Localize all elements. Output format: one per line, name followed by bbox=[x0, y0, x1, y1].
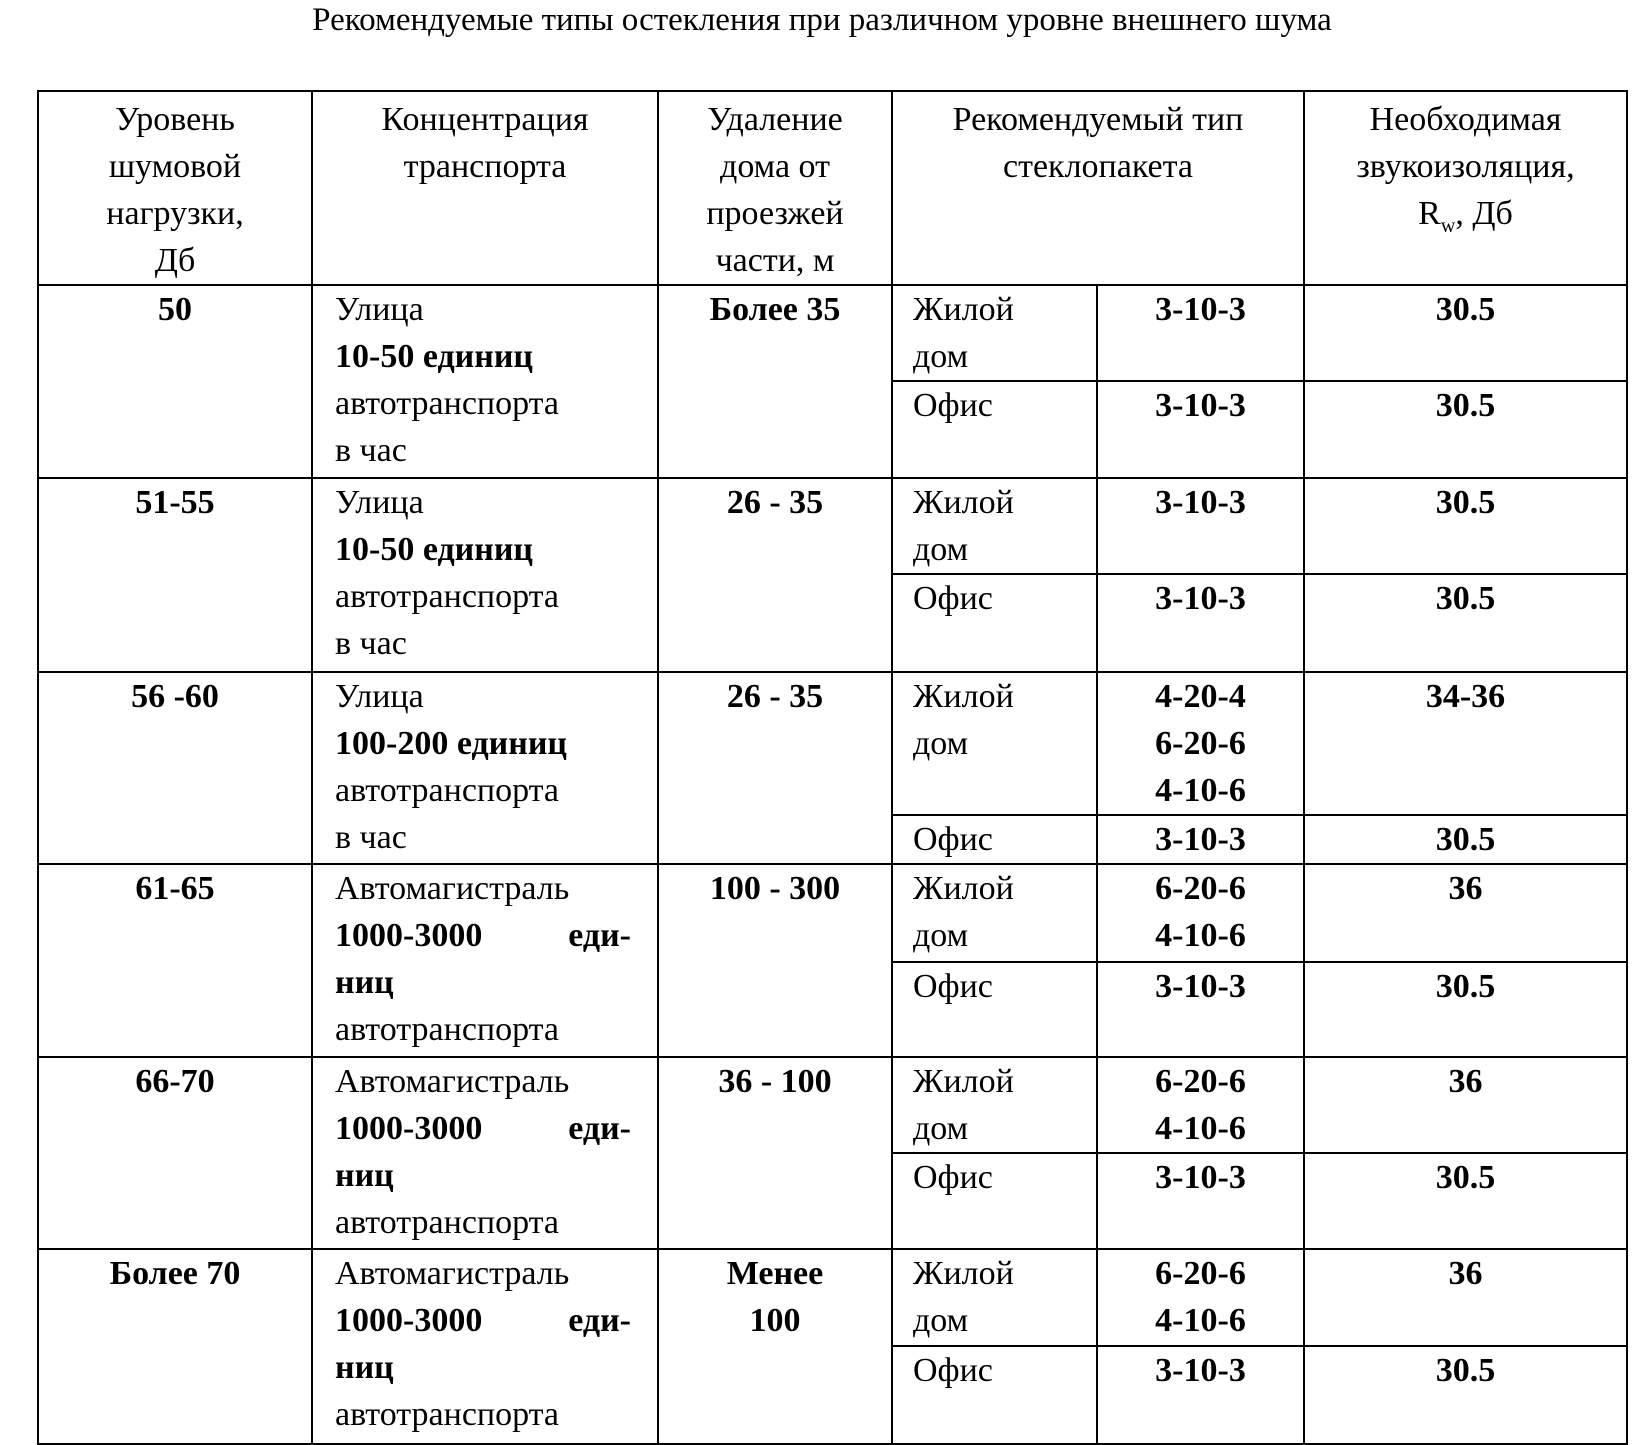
sound-insulation: 30.5 bbox=[1303, 477, 1628, 575]
table-row: 50 Улица 10-50 единиц автотранспорта в час … bbox=[37, 284, 1628, 479]
glass-unit: 3-10-3 bbox=[1096, 573, 1305, 673]
header-insulation: Необходимая звукоизоляция, Rw, Дб bbox=[1303, 90, 1628, 286]
table-row: 66-70 Автомагистраль 1000-3000 еди-ниц авто… bbox=[37, 1056, 1628, 1250]
building-type: Офис bbox=[891, 573, 1098, 673]
building-type: Офис bbox=[891, 1345, 1098, 1445]
table-row: 56 -60 Улица 100-200 единиц автотранспорта… bbox=[37, 671, 1628, 865]
distance: 100 - 300 bbox=[657, 863, 893, 1058]
noise-level: 61-65 bbox=[37, 863, 313, 1058]
building-type: Офис bbox=[891, 380, 1098, 479]
glass-unit: 4-20-4 6-20-6 4-10-6 bbox=[1096, 671, 1305, 816]
building-type: Офис bbox=[891, 814, 1098, 865]
traffic-concentration: Автомагистраль 1000-3000 еди-ниц автотрансп… bbox=[311, 863, 659, 1058]
noise-level: 66-70 bbox=[37, 1056, 313, 1250]
header-noise: Уровень шумовой нагрузки, Дб bbox=[37, 90, 313, 286]
building-type: Жилой дом bbox=[891, 477, 1098, 575]
table-subrow: Офис 3-10-3 30.5 bbox=[38, 961, 1628, 1058]
glass-unit: 6-20-6 4-10-6 bbox=[1096, 1248, 1305, 1347]
header-traffic: Концентрация транспорта bbox=[311, 90, 659, 286]
distance: 26 - 35 bbox=[657, 671, 893, 865]
distance: Менее 100 bbox=[657, 1248, 893, 1445]
table-row: Более 70 Автомагистраль 1000-3000 еди-ниц а… bbox=[37, 1248, 1628, 1445]
sound-insulation: 30.5 bbox=[1303, 1345, 1628, 1445]
sound-insulation: 30.5 bbox=[1303, 814, 1628, 865]
noise-level: 50 bbox=[37, 284, 313, 479]
glass-unit: 3-10-3 bbox=[1096, 814, 1305, 865]
sound-insulation: 36 bbox=[1303, 863, 1628, 963]
traffic-concentration: Автомагистраль 1000-3000 еди-ниц автотрансп… bbox=[311, 1248, 659, 1445]
table-row: 61-65 Автомагистраль 1000-3000 еди-ниц авто… bbox=[37, 863, 1628, 1058]
building-type: Жилой дом bbox=[891, 671, 1098, 816]
glass-unit: 3-10-3 bbox=[1096, 477, 1305, 575]
noise-level: Более 70 bbox=[37, 1248, 313, 1445]
distance: Более 35 bbox=[657, 284, 893, 479]
noise-level: 56 -60 bbox=[37, 671, 313, 865]
sound-insulation: 36 bbox=[1303, 1056, 1628, 1154]
sound-insulation: 34-36 bbox=[1303, 671, 1628, 816]
glass-unit: 3-10-3 bbox=[1096, 961, 1305, 1058]
table-row: 51-55 Улица 10-50 единиц автотранспорта в ч… bbox=[37, 477, 1628, 673]
traffic-concentration: Автомагистраль 1000-3000 еди-ниц автотрансп… bbox=[311, 1056, 659, 1250]
traffic-concentration: Улица 10-50 единиц автотранспорта в час bbox=[311, 284, 659, 479]
sound-insulation: 36 bbox=[1303, 1248, 1628, 1347]
header-distance: Удаление дома от проезжей части, м bbox=[657, 90, 893, 286]
noise-level: 51-55 bbox=[37, 477, 313, 673]
building-type: Жилой дом bbox=[891, 284, 1098, 382]
glass-unit: 3-10-3 bbox=[1096, 1345, 1305, 1445]
building-type: Жилой дом bbox=[891, 863, 1098, 963]
sound-insulation: 30.5 bbox=[1303, 573, 1628, 673]
table-subrow: Офис 3-10-3 30.5 bbox=[38, 573, 1628, 673]
glass-unit: 3-10-3 bbox=[1096, 284, 1305, 382]
traffic-concentration: Улица 10-50 единиц автотранспорта в час bbox=[311, 477, 659, 673]
table-subrow: Офис 3-10-3 30.5 bbox=[38, 814, 1628, 865]
table-subrow: Офис 3-10-3 30.5 bbox=[38, 380, 1628, 479]
building-type: Жилой дом bbox=[891, 1248, 1098, 1347]
glazing-table: Уровень шумовой нагрузки, Дб Концентрация тр… bbox=[37, 90, 1628, 1445]
table-subrow: Офис 3-10-3 30.5 bbox=[38, 1152, 1628, 1250]
glass-unit: 6-20-6 4-10-6 bbox=[1096, 863, 1305, 963]
glass-unit: 3-10-3 bbox=[1096, 1152, 1305, 1250]
distance: 26 - 35 bbox=[657, 477, 893, 673]
table-subrow: Офис 3-10-3 30.5 bbox=[38, 1345, 1628, 1445]
building-type: Жилой дом bbox=[891, 1056, 1098, 1154]
building-type: Офис bbox=[891, 961, 1098, 1058]
sound-insulation: 30.5 bbox=[1303, 1152, 1628, 1250]
building-type: Офис bbox=[891, 1152, 1098, 1250]
header-glass: Рекомендуемый тип стеклопакета bbox=[891, 90, 1305, 286]
glass-unit: 6-20-6 4-10-6 bbox=[1096, 1056, 1305, 1154]
header-row: Уровень шумовой нагрузки, Дб Концентрация тр… bbox=[37, 90, 1628, 286]
distance: 36 - 100 bbox=[657, 1056, 893, 1250]
sound-insulation: 30.5 bbox=[1303, 380, 1628, 479]
sound-insulation: 30.5 bbox=[1303, 961, 1628, 1058]
document-title: Рекомендуемые типы остекления при различ… bbox=[312, 2, 1332, 38]
sound-insulation: 30.5 bbox=[1303, 284, 1628, 382]
glass-unit: 3-10-3 bbox=[1096, 380, 1305, 479]
traffic-concentration: Улица 100-200 единиц автотранспорта в час bbox=[311, 671, 659, 865]
